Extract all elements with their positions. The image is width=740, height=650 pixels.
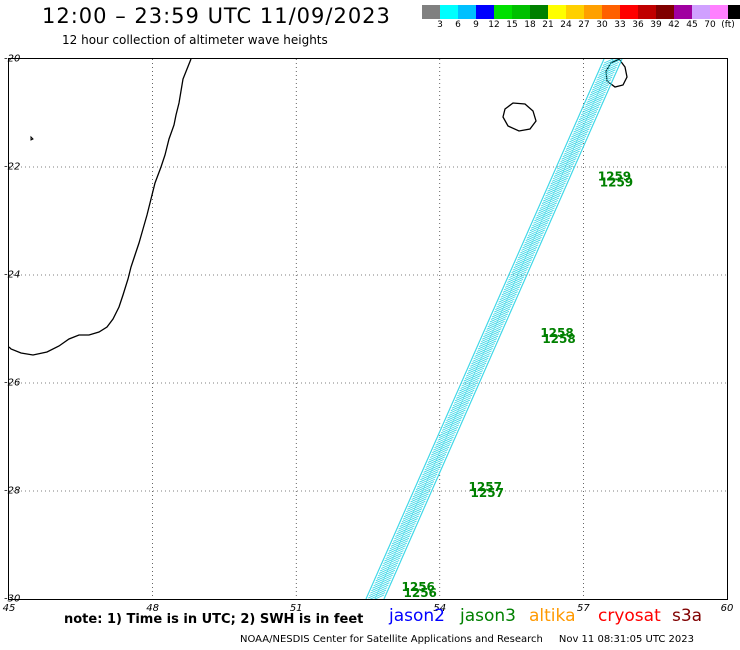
scale-swatch xyxy=(476,5,494,19)
track-time-label: 1257 xyxy=(469,480,502,494)
longitude-tick-label: 48 xyxy=(146,603,159,614)
scale-swatch xyxy=(548,5,566,19)
track-time-label: 1259 xyxy=(600,176,633,190)
scale-label: 9 xyxy=(473,20,479,30)
track-time-label: 1257 xyxy=(471,486,504,500)
longitude-tick-label: 51 xyxy=(289,603,303,614)
scale-label: 70 xyxy=(704,20,716,30)
altimeter-track xyxy=(365,54,623,604)
credit-text: NOAA/NESDIS Center for Satellite Applica… xyxy=(240,634,543,645)
scale-swatch xyxy=(656,5,674,19)
latitude-tick-label: -28 xyxy=(4,485,21,497)
satellite-cryosat: cryosat xyxy=(598,606,661,626)
color-scale-bar xyxy=(422,5,740,19)
track-edge xyxy=(374,58,614,600)
scale-swatch xyxy=(530,5,548,19)
scale-swatch xyxy=(440,5,458,19)
scale-label: 12 xyxy=(488,20,500,30)
footer-credit: NOAA/NESDIS Center for Satellite Applica… xyxy=(240,634,694,645)
wave-height-map: 1259 1259 1258 1258 1257 1257 1256 1256 xyxy=(8,54,728,604)
map-title: 12:00 – 23:59 UTC 11/09/2023 xyxy=(42,4,391,28)
units-note: note: 1) Time is in UTC; 2) SWH is in fe… xyxy=(64,612,364,627)
satellite-altika: altika xyxy=(529,606,576,626)
satellite-s3a: s3a xyxy=(672,606,703,626)
scale-swatch xyxy=(494,5,512,19)
scale-label: 30 xyxy=(596,20,608,30)
scale-label: 18 xyxy=(524,20,536,30)
track-edge xyxy=(383,58,623,600)
reunion-island xyxy=(502,102,537,132)
scale-label: 45 xyxy=(686,20,698,30)
map-subtitle: 12 hour collection of altimeter wave hei… xyxy=(62,33,328,47)
scale-label: 33 xyxy=(614,20,626,30)
longitude-tick-label: 54 xyxy=(433,603,447,614)
scale-swatch xyxy=(674,5,692,19)
islet xyxy=(30,135,34,141)
track-time-label: 1256 xyxy=(402,580,435,594)
madagascar-coastline xyxy=(8,58,192,356)
longitude-tick-label: 60 xyxy=(720,603,734,614)
latitude-tick-label: -24 xyxy=(4,269,21,281)
track-time-label: 1258 xyxy=(542,332,575,346)
scale-label: 36 xyxy=(632,20,644,30)
color-scale-labels: 3 6 9 12 15 18 21 24 27 30 33 36 39 42 45 70 (ft) xyxy=(422,19,740,33)
generated-timestamp: Nov 11 08:31:05 UTC 2023 xyxy=(558,634,695,645)
scale-label: 21 xyxy=(542,20,554,30)
scale-swatch xyxy=(728,5,740,19)
scale-label: 6 xyxy=(455,20,461,30)
scale-swatch xyxy=(638,5,656,19)
scale-label: 24 xyxy=(560,20,572,30)
track-time-label: 1256 xyxy=(404,586,437,599)
scale-swatch xyxy=(602,5,620,19)
scale-label: 39 xyxy=(650,20,662,30)
scale-swatch xyxy=(422,5,440,19)
latitude-tick-label: -30 xyxy=(4,593,21,605)
satellite-jason2: jason2 xyxy=(389,606,445,626)
scale-swatch xyxy=(620,5,638,19)
track-time-label: 1258 xyxy=(540,326,573,340)
latitude-tick-label: -26 xyxy=(4,377,21,389)
color-scale-legend: 3 6 9 12 15 18 21 24 27 30 33 36 39 42 45 70 (ft) xyxy=(422,5,740,33)
scale-swatch xyxy=(692,5,710,19)
track-time-label: 1259 xyxy=(598,170,631,184)
scale-label: 3 xyxy=(437,20,443,30)
satellite-jason3: jason3 xyxy=(460,606,516,626)
scale-swatch xyxy=(458,5,476,19)
lat-lon-grid xyxy=(9,59,727,599)
scale-swatch xyxy=(566,5,584,19)
scale-swatch xyxy=(512,5,530,19)
longitude-tick-label: 57 xyxy=(577,603,590,614)
track-edge xyxy=(365,58,605,600)
scale-label: (ft) xyxy=(721,20,735,30)
scale-label: 42 xyxy=(668,20,680,30)
scale-label: 27 xyxy=(578,20,590,30)
latitude-tick-label: -22 xyxy=(4,161,21,173)
longitude-tick-label: 45 xyxy=(2,603,16,614)
scale-swatch xyxy=(710,5,728,19)
latitude-tick-label: -20 xyxy=(4,53,21,65)
scale-label: 15 xyxy=(506,20,518,30)
scale-swatch xyxy=(584,5,602,19)
